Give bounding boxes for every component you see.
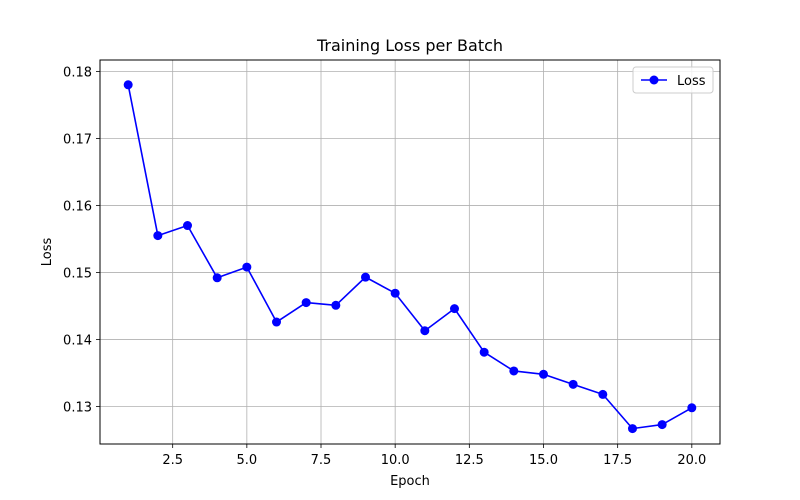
- x-tick-label: 7.5: [311, 453, 332, 468]
- y-tick-label: 0.14: [63, 333, 92, 348]
- data-point: [301, 298, 311, 308]
- x-tick-label: 5.0: [236, 453, 257, 468]
- data-point: [420, 326, 430, 336]
- legend-marker-swatch: [649, 75, 659, 85]
- legend-entry-loss: Loss: [677, 74, 706, 89]
- x-tick-label: 10.0: [381, 453, 410, 468]
- data-point: [538, 369, 548, 379]
- plot-frame: [99, 59, 721, 445]
- data-point: [153, 231, 163, 241]
- data-point: [568, 379, 578, 389]
- y-tick-label: 0.16: [63, 199, 92, 214]
- chart-title: Training Loss per Batch: [316, 36, 503, 55]
- series-line-loss: [127, 84, 693, 430]
- data-point: [449, 304, 459, 314]
- data-point: [361, 272, 371, 282]
- data-point: [390, 288, 400, 298]
- y-axis-label: Loss: [40, 238, 55, 267]
- y-tick-label: 0.17: [63, 132, 92, 147]
- series: [123, 80, 697, 434]
- data-point: [212, 273, 222, 283]
- data-point: [272, 317, 282, 327]
- axis-ticks: 2.5 5.0 7.5 10.0 12.5 15.0 17.5 20.0 0.13 0.14 0.1…: [63, 65, 706, 468]
- x-tick-label: 15.0: [529, 453, 558, 468]
- x-axis-label: Epoch: [390, 474, 430, 489]
- data-point: [687, 403, 697, 413]
- y-tick-label: 0.13: [63, 400, 92, 415]
- data-point: [479, 347, 489, 357]
- x-tick-label: 2.5: [162, 453, 183, 468]
- data-point: [123, 80, 133, 90]
- data-point: [657, 420, 667, 430]
- data-point: [331, 300, 341, 310]
- y-tick-label: 0.18: [63, 65, 92, 80]
- y-tick-label: 0.15: [63, 266, 92, 281]
- data-point: [183, 221, 193, 231]
- data-point: [509, 366, 519, 376]
- data-point: [627, 424, 637, 434]
- data-point: [242, 262, 252, 272]
- data-point: [598, 389, 608, 399]
- x-tick-label: 20.0: [677, 453, 706, 468]
- plot-area: [100, 60, 720, 444]
- grid: [100, 60, 720, 444]
- x-tick-label: 12.5: [455, 453, 484, 468]
- x-tick-label: 17.5: [603, 453, 632, 468]
- legend: Loss: [632, 66, 714, 94]
- legend-box: [632, 66, 714, 94]
